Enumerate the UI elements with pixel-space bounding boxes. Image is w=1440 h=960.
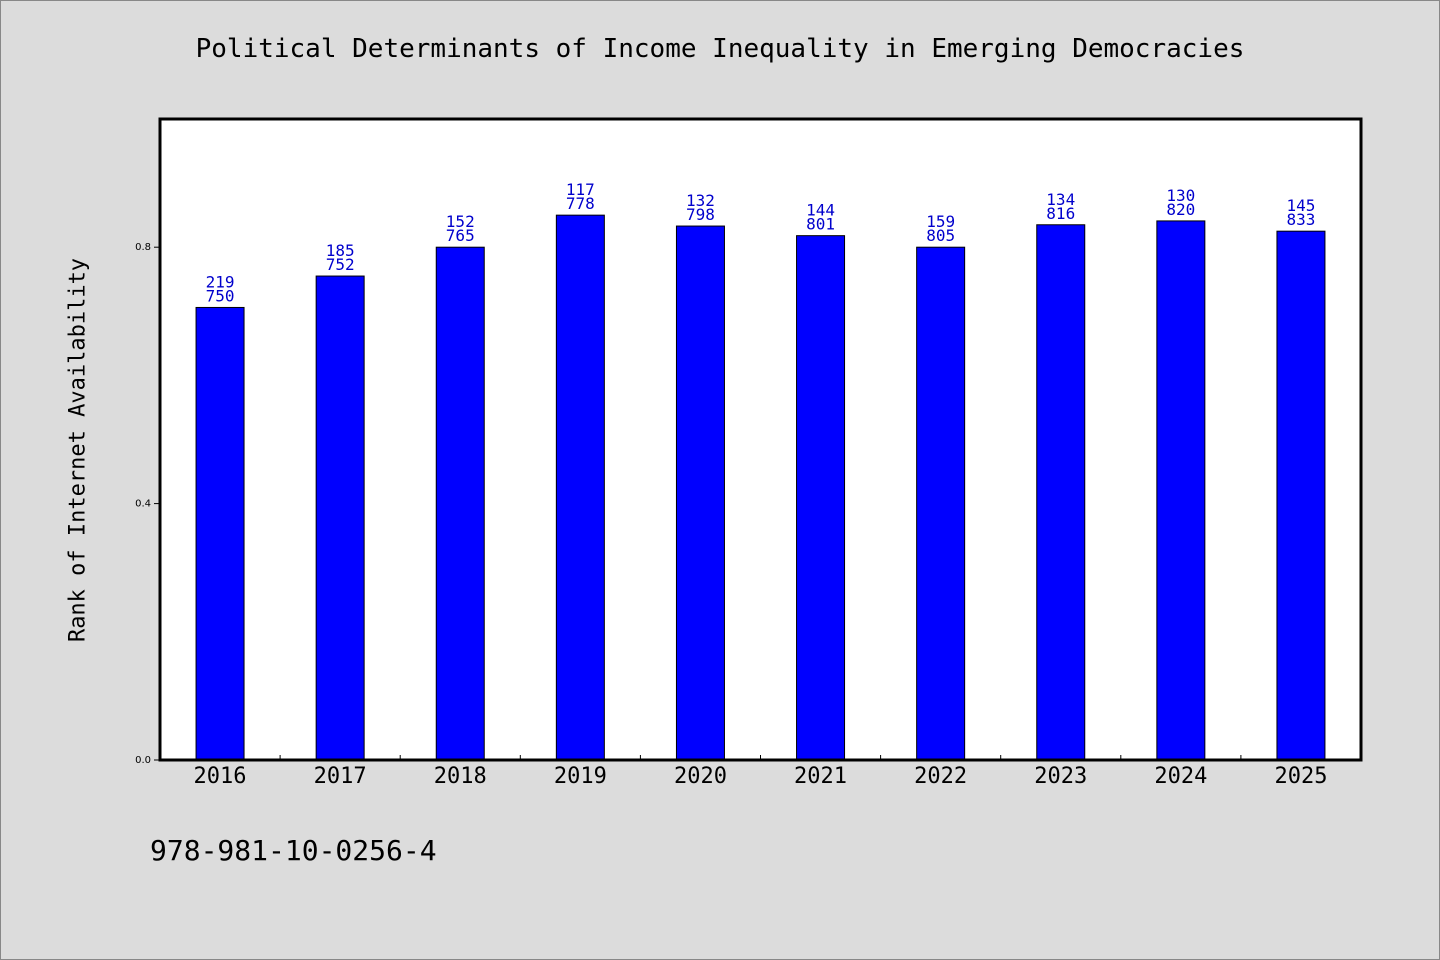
bar-label-top: 134 — [1046, 190, 1075, 209]
bar-2022 — [916, 246, 966, 761]
bar-2023 — [1036, 224, 1086, 761]
bar-label-bottom: 750 — [206, 286, 235, 305]
bar-2016 — [195, 306, 245, 761]
bar-label-bottom: 805 — [926, 226, 955, 245]
x-tick-label: 2023 — [1034, 764, 1087, 789]
bar-2024 — [1156, 220, 1206, 761]
bar-label-top: 144 — [806, 201, 835, 220]
x-tick-label: 2019 — [554, 764, 607, 789]
bar-label-top: 185 — [326, 241, 355, 260]
bar-label-top: 130 — [1166, 186, 1195, 205]
x-tick-label: 2022 — [914, 764, 967, 789]
bar-2025 — [1276, 230, 1326, 761]
x-tick-label: 2025 — [1274, 764, 1327, 789]
bar-label-bottom: 798 — [686, 205, 715, 224]
chart-title: Political Determinants of Income Inequal… — [195, 34, 1245, 64]
x-tick-label: 2021 — [794, 764, 847, 789]
bar-2018 — [435, 246, 485, 761]
bar-label-top: 159 — [926, 212, 955, 231]
y-tick-label: 0.4 — [135, 499, 151, 510]
bar-2020 — [675, 225, 725, 761]
bar-2017 — [315, 275, 365, 761]
bar-label-bottom: 820 — [1166, 200, 1195, 219]
plot-frame — [158, 117, 1363, 762]
bar-label-bottom: 833 — [1286, 210, 1315, 229]
bar-label-top: 117 — [566, 180, 595, 199]
bar-label-bottom: 778 — [566, 194, 595, 213]
bar-label-top: 145 — [1286, 196, 1315, 215]
bar-label-bottom: 752 — [326, 255, 355, 274]
bar-label-top: 219 — [206, 272, 235, 291]
x-tick-label: 2017 — [314, 764, 367, 789]
x-tick-label: 2024 — [1154, 764, 1207, 789]
bar-label-bottom: 765 — [446, 226, 475, 245]
x-tick-label: 2016 — [194, 764, 247, 789]
bar-2021 — [796, 235, 846, 761]
x-tick-label: 2018 — [434, 764, 487, 789]
x-tick-label: 2020 — [674, 764, 727, 789]
bar-2019 — [555, 214, 605, 761]
bar-label-bottom: 801 — [806, 215, 835, 234]
bar-label-bottom: 816 — [1046, 204, 1075, 223]
y-tick-label: 0.0 — [135, 755, 151, 766]
axis-ticks: 2016 2017 2018 2019 2020 2021 2022 2023 2024 2025… — [135, 242, 1327, 789]
y-tick-label: 0.8 — [135, 242, 151, 253]
bar-label-top: 152 — [446, 212, 475, 231]
footer-code: 978-981-10-0256-4 — [150, 834, 437, 867]
bar-label-top: 132 — [686, 191, 715, 210]
